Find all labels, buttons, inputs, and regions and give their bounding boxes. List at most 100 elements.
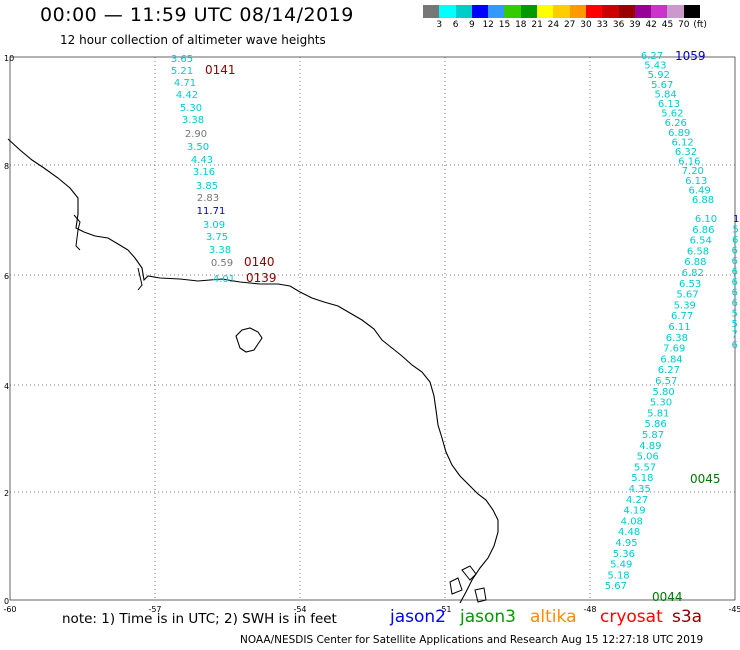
swh-value: 5.86 [645,419,667,430]
legend-label: 30 [580,20,592,30]
swh-value: 5.81 [647,408,669,419]
legend-label: 27 [563,20,576,30]
legend-label: 33 [596,20,609,30]
x-tick-label: -51 [438,605,451,614]
legend-swatch [553,5,570,18]
legend-label: 45 [661,20,674,30]
swh-value: 6.27 [658,365,680,376]
swh-value: 6.26 [665,118,687,129]
satellite-label-s3a: s3a [672,607,703,627]
y-tick-label: 6 [4,272,9,281]
legend-swatch [585,5,603,18]
swh-value: 6.11 [668,322,690,333]
legend-swatch [618,5,635,18]
swh-value: 5.92 [648,70,670,81]
swh-value: 6 [732,235,738,246]
legend-swatch [520,5,538,18]
swh-value: 4.01 [213,274,235,285]
swh-value: 4.27 [626,495,648,506]
x-tick-label: -60 [3,605,16,614]
swh-value: 4.43 [191,155,213,166]
swh-value: 6.89 [668,128,690,139]
swh-value: 6 [732,246,738,257]
swh-value: 6.10 [695,214,717,225]
swh-value: 11 [733,214,740,225]
swh-value: 6 [732,288,738,299]
swh-value: 6.54 [690,236,712,247]
swh-value: 5.62 [661,109,683,120]
swh-value: 6.88 [692,195,714,206]
swh-value: 5.80 [652,387,674,398]
pass-id-label: 1059 [675,49,706,63]
swh-value: 7 [732,330,738,341]
swh-value: 5.67 [605,581,627,592]
legend-swatch [537,5,554,18]
legend-swatch [569,5,586,18]
swh-value: 5.84 [654,89,676,100]
legend-swatch [683,5,701,18]
swh-value: 3.50 [187,142,209,153]
swh-value: 4.08 [621,516,643,527]
swh-value: 5 [732,319,738,330]
legend-label: 12 [482,20,494,30]
footer-note: note: 1) Time is in UTC; 2) SWH is in fe… [62,611,337,627]
swh-value: 5.87 [642,430,664,441]
coastline [7,138,499,604]
satellite-label-jason2: jason2 [390,607,446,627]
swh-value: 5.43 [644,61,666,72]
swh-value: 3.38 [209,245,231,256]
swh-value: 4.19 [623,506,645,517]
y-tick-label: 8 [4,162,9,171]
swh-value: 5.57 [634,462,656,473]
credit-line: NOAA/NESDIS Center for Satellite Applica… [240,634,704,646]
y-tick-label: 0 [4,597,9,606]
swh-value: 2.83 [197,193,219,204]
legend-swatch [423,5,440,18]
swh-value: 7.69 [663,344,685,355]
legend-swatch [634,5,652,18]
swh-value: 4.95 [615,538,637,549]
swh-value: 6 [732,256,738,267]
swh-value: 6.53 [679,279,701,290]
swh-value: 0.59 [211,258,233,269]
swh-value: 4.89 [639,441,661,452]
swh-value: 3.38 [182,115,204,126]
swh-value: 4.48 [618,527,640,538]
x-tick-label: -45 [728,605,740,614]
swh-value: 6.86 [692,225,714,236]
legend-label: 15 [498,20,511,30]
delta-islands [449,565,487,603]
legend-swatch [455,5,472,18]
swh-value: 6 [732,277,738,288]
swh-value: 6.82 [682,268,704,279]
x-tick-label: -54 [293,605,306,614]
swh-value: 6.77 [671,311,693,322]
swh-value: 6 [732,298,738,309]
swh-value: 6.38 [666,333,688,344]
swh-value: 5.39 [674,300,696,311]
legend-label: (ft) [693,20,707,30]
legend-swatch [504,5,521,18]
page-title: 00:00 — 11:59 UTC 08/14/2019 [40,4,354,26]
swh-value: 5.36 [613,549,635,560]
swh-value: 5.18 [607,570,629,581]
swh-value: 6 [732,340,738,351]
legend-label: 70 [678,20,690,30]
swh-value: 6.16 [678,157,700,168]
swh-value: 3.85 [196,181,218,192]
swh-value: 5.06 [637,452,659,463]
satellite-label-altika: altika [530,607,577,627]
swh-value: 6.88 [684,257,706,268]
swh-value: 5.67 [676,290,698,301]
legend-swatch [471,5,489,18]
map-grid [9,56,736,601]
swh-value: 6.58 [687,246,709,257]
swh-value: 4.35 [629,484,651,495]
legend-label: 6 [452,20,459,30]
x-tick-label: -48 [583,605,596,614]
river-mouth [73,214,143,291]
y-tick-label: 2 [4,489,9,498]
swh-value: 5.21 [171,66,193,77]
swh-value: 4.71 [174,78,196,89]
